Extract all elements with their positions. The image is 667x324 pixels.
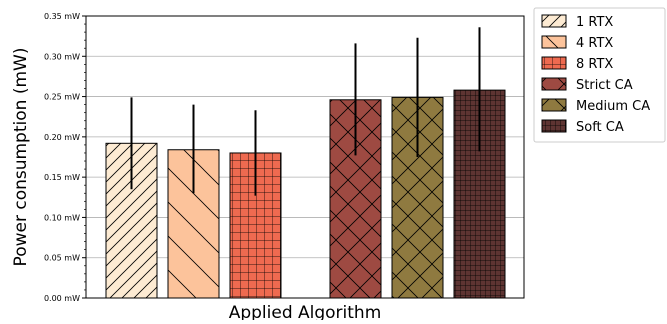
- y-axis-ticks: 0.00 mW 0.05 mW 0.10 mW 0.15 mW 0.20 mW 0.25 …: [44, 12, 86, 303]
- legend-label: Strict CA: [576, 78, 633, 93]
- y-axis-label: Power consumption (mW): [11, 48, 31, 267]
- legend-label: 1 RTX: [576, 15, 613, 30]
- y-tick-label: 0.25 mW: [44, 93, 80, 102]
- legend-swatch: [541, 77, 567, 91]
- legend-label: 8 RTX: [576, 57, 613, 72]
- y-tick-label: 0.30 mW: [44, 52, 80, 61]
- legend-swatch: [541, 98, 567, 112]
- legend-swatch: [541, 56, 567, 70]
- x-axis-label: Applied Algorithm: [229, 303, 382, 320]
- legend-swatch: [541, 35, 567, 49]
- legend-swatch: [541, 119, 567, 133]
- y-tick-label: 0.05 mW: [44, 254, 80, 263]
- plot-frame: [85, 15, 525, 299]
- y-tick-label: 0.20 mW: [44, 133, 80, 142]
- legend: 1 RTX 4 RTX 8 RTX Strict CA Medium CA Soft CA: [533, 7, 666, 143]
- grid-lines: [86, 55, 524, 259]
- legend-label: Medium CA: [576, 99, 650, 114]
- legend-label: 4 RTX: [576, 36, 613, 51]
- y-tick-label: 0.10 mW: [44, 213, 80, 222]
- y-tick-label: 0.15 mW: [44, 173, 80, 182]
- legend-swatch: [541, 14, 567, 28]
- legend-box: [533, 7, 666, 143]
- y-tick-label: 0.00 mW: [44, 294, 80, 303]
- legend-label: Soft CA: [576, 120, 624, 135]
- y-tick-label: 0.35 mW: [44, 12, 80, 21]
- bars: [105, 89, 506, 299]
- error-bars: [130, 27, 481, 196]
